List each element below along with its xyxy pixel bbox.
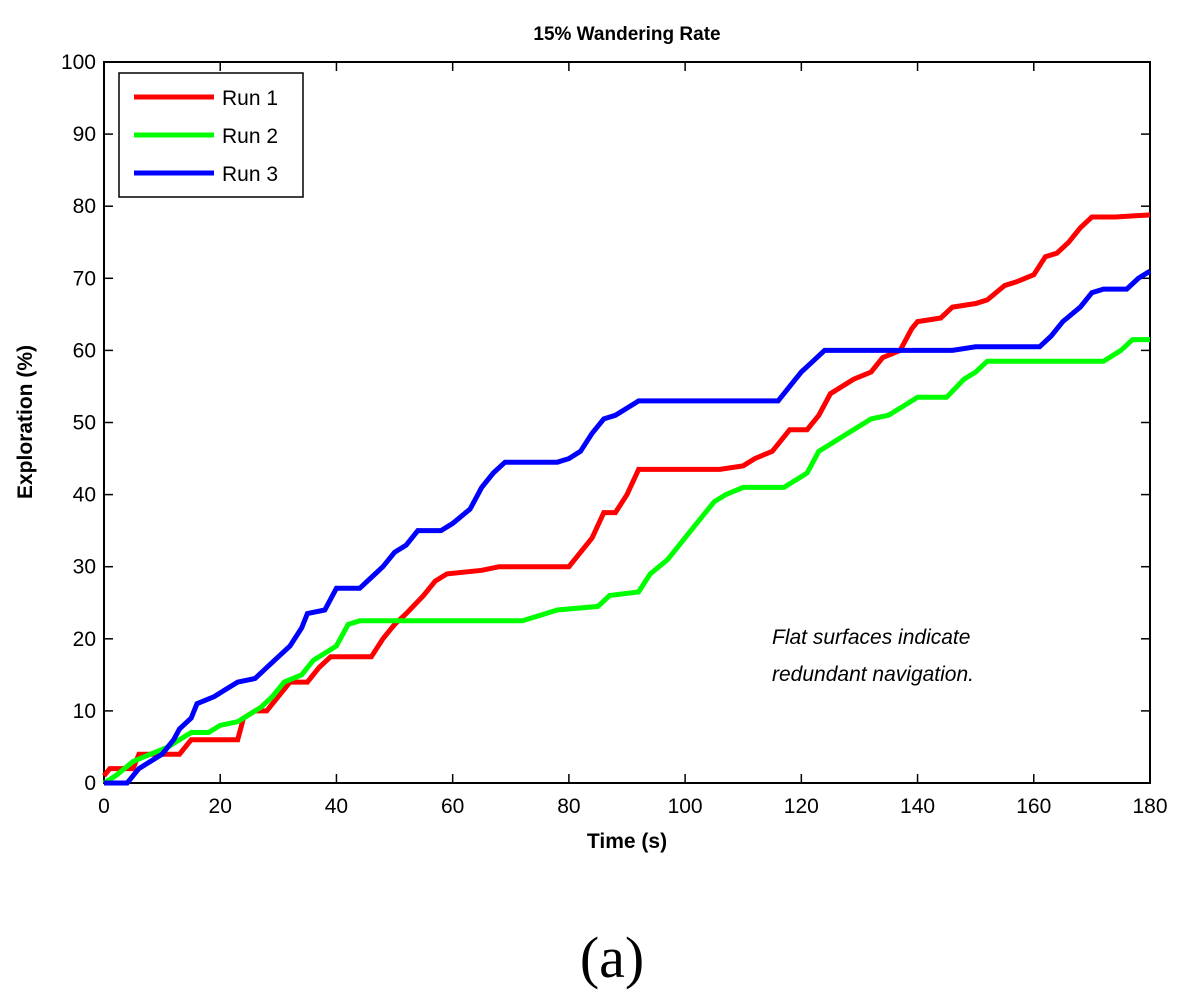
x-tick-label: 0 xyxy=(98,795,110,818)
y-tick-label: 20 xyxy=(73,628,96,651)
chart-title: 15% Wandering Rate xyxy=(533,24,720,45)
annotation: Flat surfaces indicate redundant navigat… xyxy=(772,626,974,686)
y-axis: 0 10 20 30 40 50 60 70 80 90 100 xyxy=(61,51,1150,795)
x-tick-label: 120 xyxy=(784,795,819,818)
series-line-run-3 xyxy=(104,268,1152,786)
legend-label-run-3: Run 3 xyxy=(222,163,278,186)
y-tick-label: 100 xyxy=(61,51,96,74)
x-tick-label: 180 xyxy=(1132,795,1167,818)
y-tick-label: 80 xyxy=(73,195,96,218)
series-line-run-2 xyxy=(102,337,1150,786)
legend-label-run-2: Run 2 xyxy=(222,125,278,148)
y-tick-label: 30 xyxy=(73,556,96,579)
x-tick-label: 160 xyxy=(1016,795,1051,818)
annotation-line-2: redundant navigation. xyxy=(772,663,974,686)
x-tick-label: 60 xyxy=(441,795,464,818)
y-axis-label: Exploration (%) xyxy=(14,345,37,499)
y-tick-label: 70 xyxy=(73,267,96,290)
series-line-run-1 xyxy=(102,212,1151,778)
legend: Run 1 Run 2 Run 3 xyxy=(118,72,304,198)
figure-caption: (a) xyxy=(580,925,644,990)
x-axis: 0 20 40 60 80 100 120 140 160 180 xyxy=(98,62,1168,818)
y-tick-label: 60 xyxy=(73,339,96,362)
x-tick-label: 100 xyxy=(668,795,703,818)
annotation-line-1: Flat surfaces indicate xyxy=(772,626,970,649)
y-tick-label: 50 xyxy=(73,412,96,435)
y-tick-label: 90 xyxy=(73,123,96,146)
series-group xyxy=(102,212,1152,786)
y-tick-label: 0 xyxy=(84,772,96,795)
x-tick-label: 40 xyxy=(325,795,348,818)
x-tick-label: 20 xyxy=(209,795,232,818)
x-tick-label: 140 xyxy=(900,795,935,818)
x-tick-label: 80 xyxy=(557,795,580,818)
y-tick-label: 40 xyxy=(73,484,96,507)
x-axis-label: Time (s) xyxy=(587,830,667,853)
y-tick-label: 10 xyxy=(73,700,96,723)
legend-label-run-1: Run 1 xyxy=(222,87,278,110)
